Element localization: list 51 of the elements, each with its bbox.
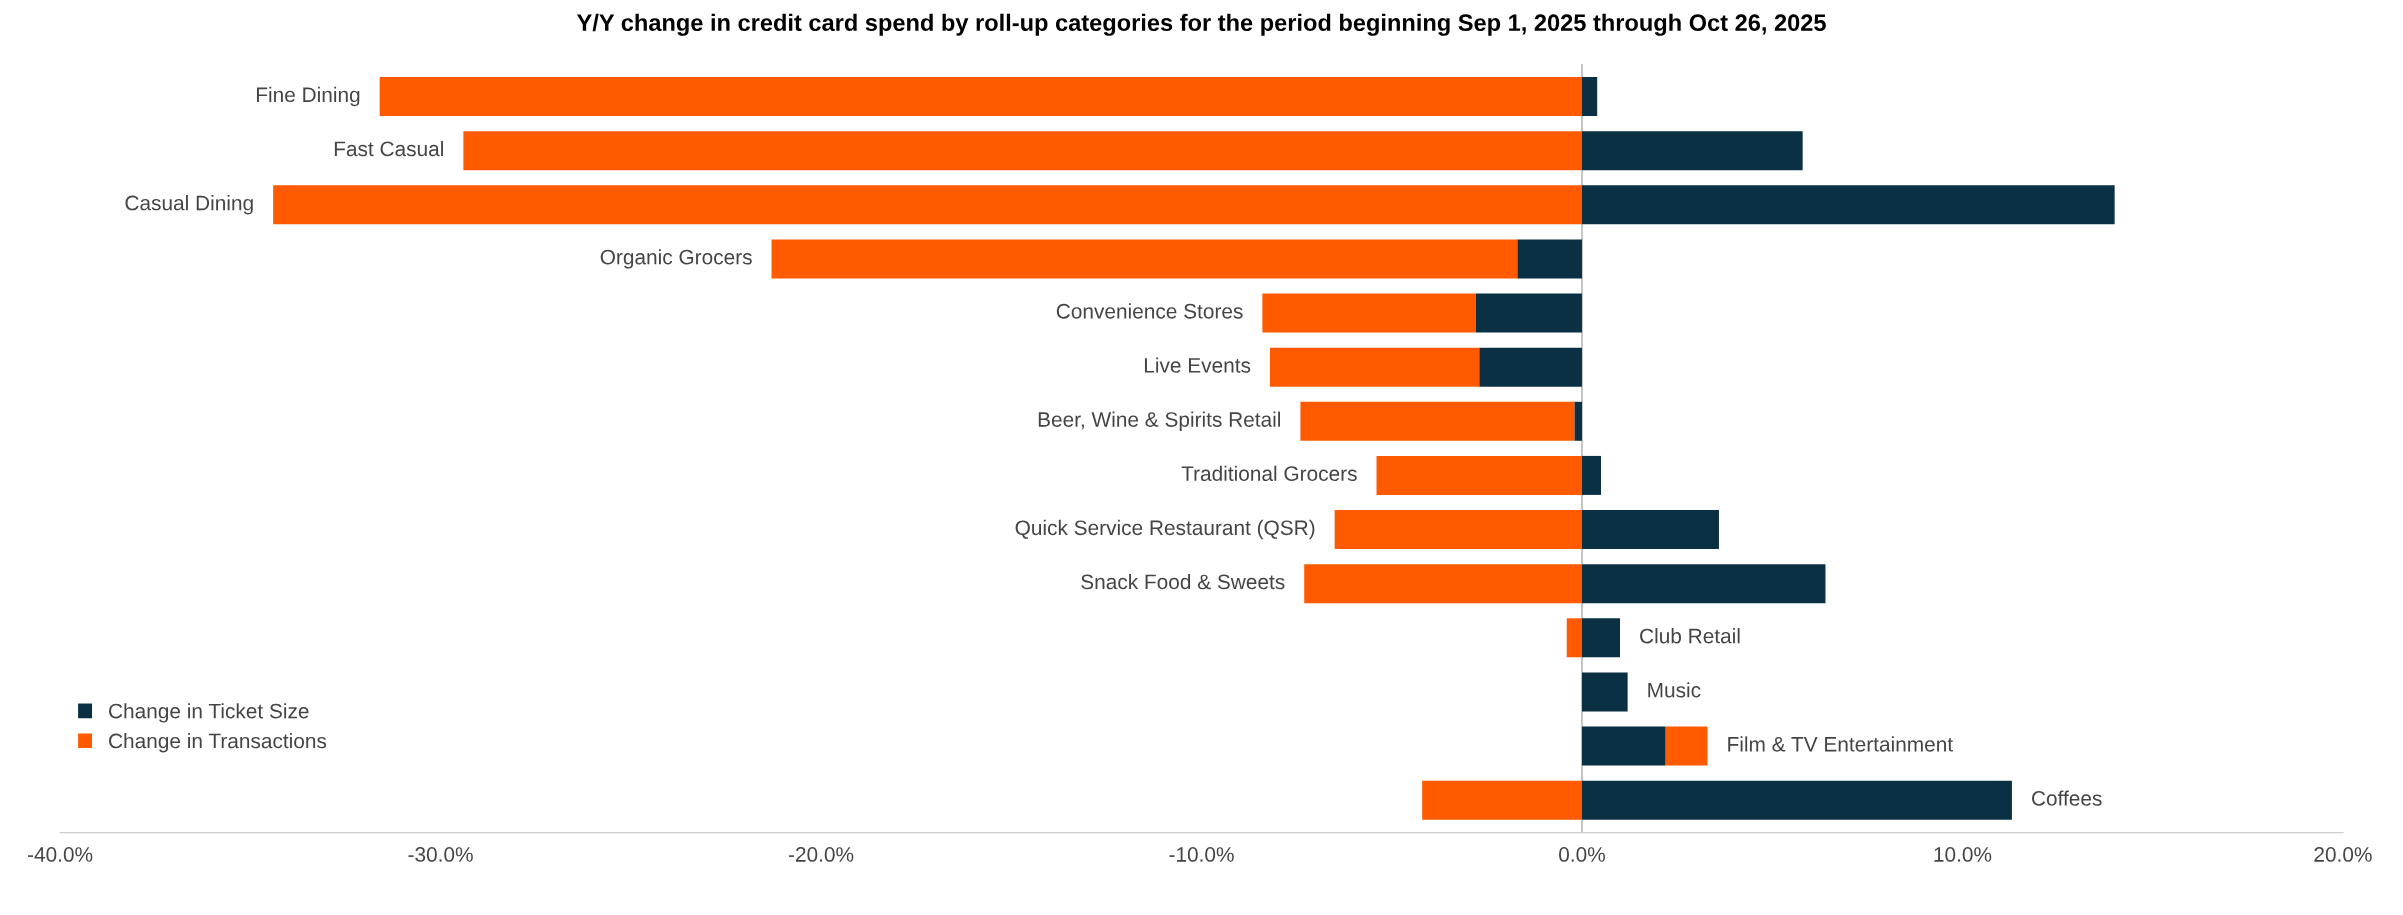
bar xyxy=(1376,455,1582,495)
y-tick-label: Coffees xyxy=(2031,790,2102,806)
bar xyxy=(1269,347,1480,387)
legend-label: Change in Ticket Size xyxy=(109,703,309,723)
bar xyxy=(1475,293,1582,333)
y-tick-label: Beer, Wine & Spirits Retail xyxy=(1038,411,1281,431)
bar xyxy=(1581,455,1601,495)
y-tick-label: Traditional Grocers xyxy=(1181,465,1357,482)
x-tick-label: -30.0% xyxy=(408,847,473,862)
bar xyxy=(1581,77,1598,117)
bar xyxy=(1304,564,1582,604)
x-tick-label: 10.0% xyxy=(1934,847,1992,862)
bar xyxy=(1422,780,1582,820)
bar xyxy=(1581,131,1803,171)
y-tick-label: Music xyxy=(1648,682,1701,698)
y-tick-label: Snack Food & Sweets xyxy=(1081,573,1285,590)
y-tick-label: Film & TV Entertainment xyxy=(1728,736,1953,752)
bar xyxy=(771,239,1518,279)
y-tick-label: Organic Grocers xyxy=(600,249,752,269)
x-tick-label: 0.0% xyxy=(1559,847,1605,862)
bar xyxy=(1581,672,1628,712)
legend-label: Change in Transactions xyxy=(109,732,327,753)
bar xyxy=(273,185,1582,225)
y-tick-label: Fast Casual xyxy=(334,140,443,157)
bar xyxy=(1581,185,2115,225)
x-tick-label: -10.0% xyxy=(1169,847,1234,862)
y-tick-label: Club Retail xyxy=(1640,628,1740,644)
bar xyxy=(463,131,1582,171)
y-tick-label: Fine Dining xyxy=(256,86,360,107)
bar xyxy=(1665,726,1708,766)
bar xyxy=(1479,347,1582,387)
y-tick-label: Convenience Stores xyxy=(1056,303,1243,319)
chart-title: Y/Y change in credit card spend by roll-up categories for the period beginning Sep 1, 2025 through Oct 26, 2025 xyxy=(576,13,1826,36)
x-tick-label: -40.0% xyxy=(28,847,93,862)
bar xyxy=(1574,401,1582,441)
bar xyxy=(1517,239,1582,279)
y-tick-label: Quick Service Restaurant (QSR) xyxy=(1015,519,1315,540)
y-tick-label: Casual Dining xyxy=(125,195,253,215)
bar xyxy=(1581,564,1826,604)
bar xyxy=(1262,293,1476,333)
bar xyxy=(1581,510,1719,550)
bar xyxy=(1300,401,1575,441)
bar xyxy=(379,77,1582,117)
bar xyxy=(1566,618,1582,658)
bar xyxy=(1334,510,1582,550)
y-tick-label: Live Events xyxy=(1144,357,1251,373)
bar xyxy=(1581,618,1621,658)
x-tick-label: 20.0% xyxy=(2314,847,2372,862)
bar xyxy=(1581,780,2012,820)
bar xyxy=(1581,726,1666,766)
x-tick-label: -20.0% xyxy=(788,847,854,862)
